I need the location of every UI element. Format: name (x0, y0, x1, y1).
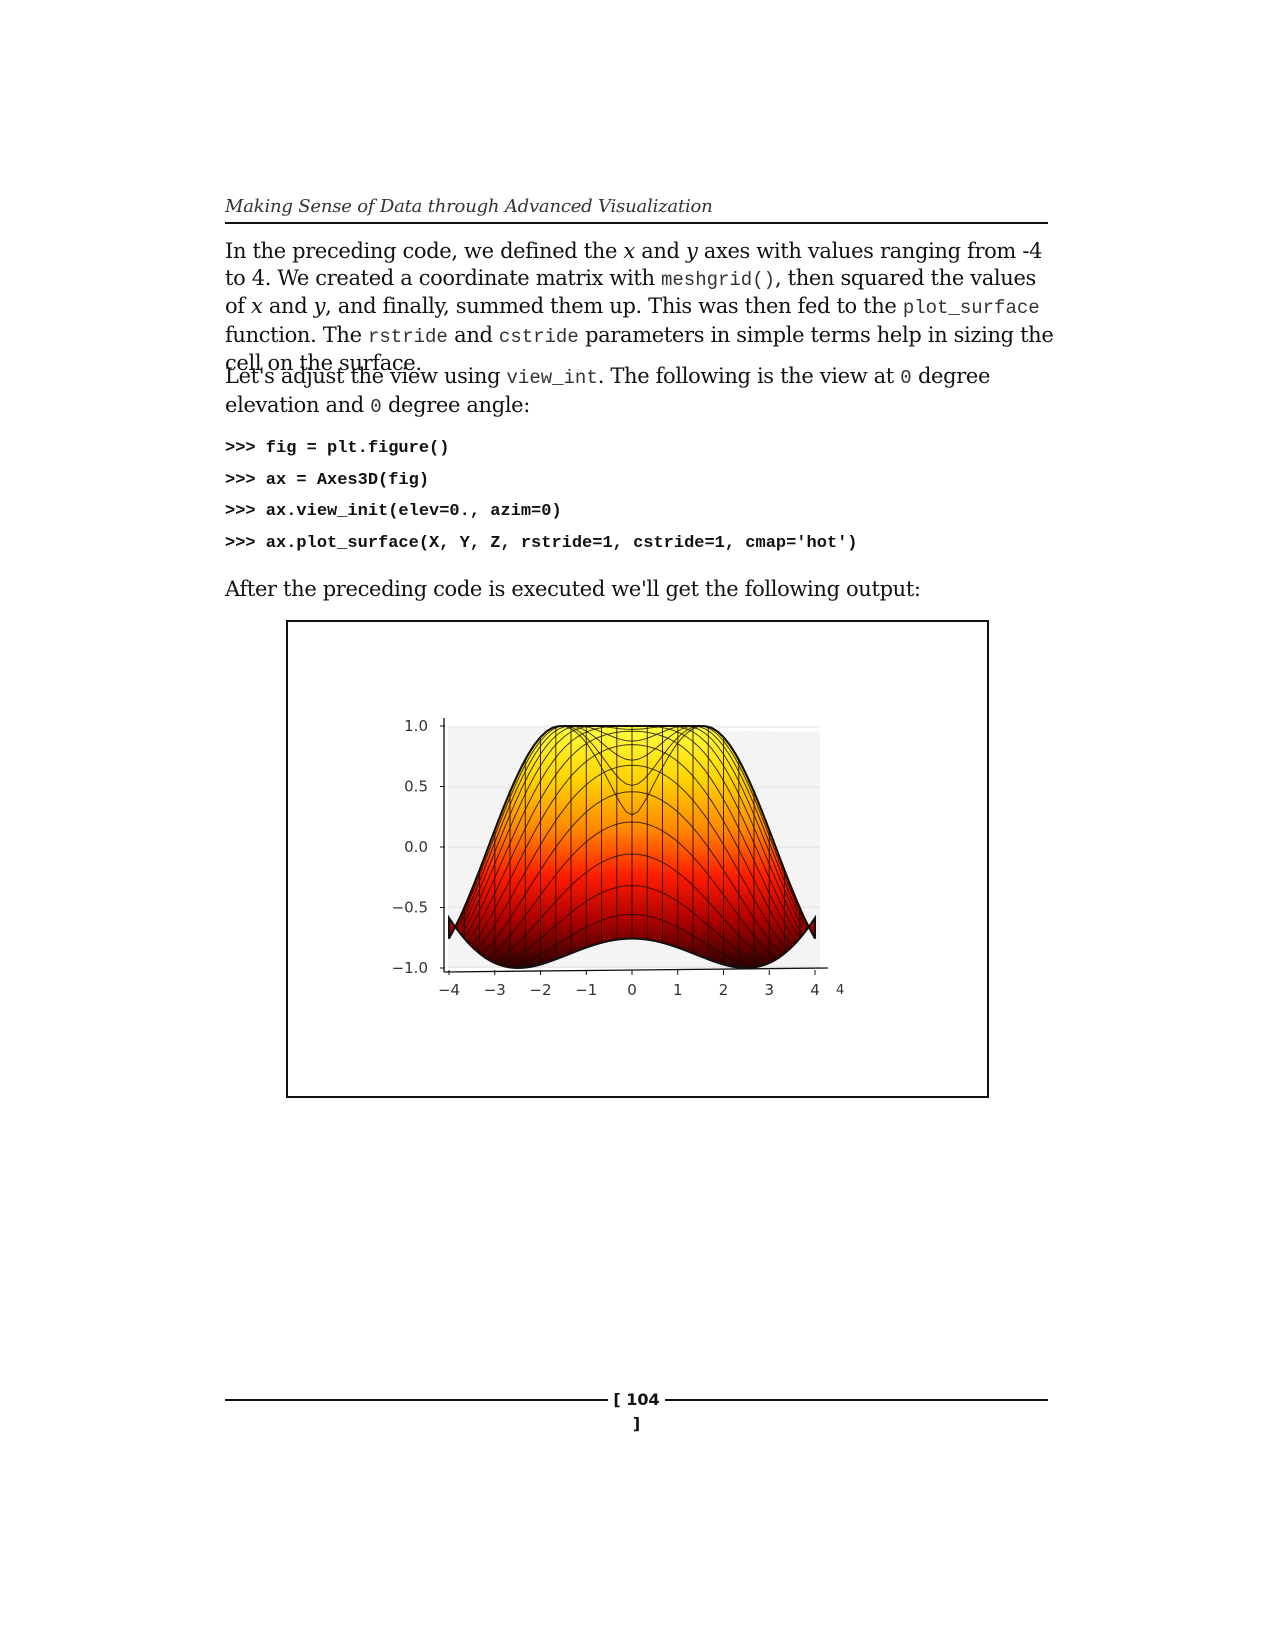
mesh-row-line (448, 853, 816, 963)
code-line: >>> fig = plt.figure() (225, 439, 450, 458)
footer-rule-left (225, 1399, 608, 1401)
inline-code-meshgrid: meshgrid() (660, 268, 776, 291)
code-line: >>> ax = Axes3D(fig) (225, 470, 430, 490)
y-tick-label: 0.5 (404, 778, 428, 796)
y-tick-label: 0.0 (404, 838, 428, 856)
mesh-row-line (448, 730, 816, 943)
x-tick-label: −2 (529, 981, 551, 999)
y-tick-label: −0.5 (392, 899, 428, 917)
code-block: >>> fig = plt.figure() >>> ax = Axes3D(f… (225, 433, 1055, 559)
surface-mesh (448, 725, 816, 970)
running-header: Making Sense of Data through Advanced Vi… (225, 196, 1048, 224)
paragraph-adjust-view: Let's adjust the view using view_int. Th… (225, 364, 991, 418)
surface-plot: 1.0 0.5 0.0 −0.5 −1.0 −4 −3 −2 −1 0 1 2 3 4 4 (392, 717, 845, 999)
mesh-row-line (448, 791, 816, 955)
x-tick-label: −4 (438, 981, 460, 999)
page-number: [ 104 ] (613, 1390, 660, 1433)
paragraph-preceding-code: In the preceding code, we defined the x … (225, 239, 1054, 375)
footer-rule-right (665, 1399, 1048, 1401)
code-line: >>> ax.plot_surface(X, Y, Z, rstride=1, … (225, 533, 858, 553)
paragraph-output-intro: After the preceding code is executed we'… (225, 577, 921, 601)
page-footer: [ 104 ] (225, 1388, 1048, 1433)
mesh-row-line (448, 821, 816, 959)
var-y: y (685, 239, 698, 263)
mesh-row-line (448, 913, 816, 968)
mesh-row-line (448, 725, 816, 939)
x-tick-label: 0 (627, 981, 637, 999)
surface-plot-figure: 1.0 0.5 0.0 −0.5 −1.0 −4 −3 −2 −1 0 1 2 3 4 4 (286, 620, 989, 1098)
inline-code-cstride: cstride (498, 325, 579, 348)
code-line: >>> ax.view_init(elev=0., azim=0) (225, 502, 562, 521)
y-tick-label: 1.0 (404, 717, 428, 735)
mesh-row-line (448, 725, 816, 939)
running-title: Making Sense of Data through Advanced Vi… (225, 196, 713, 217)
mesh-row-line (448, 744, 816, 945)
y-tick-label: −1.0 (392, 959, 428, 977)
inline-code-rstride: rstride (368, 325, 448, 348)
mesh-row-line (448, 725, 816, 939)
var-x: x (623, 239, 635, 263)
x-tick-label: −1 (575, 981, 597, 999)
x-tick-label: 2 (719, 981, 729, 999)
inline-code-plot-surface: plot_surface (902, 297, 1040, 319)
mesh-row-line (448, 725, 816, 939)
x-tick-label: −3 (484, 981, 506, 999)
inline-code-view-int: view_int (506, 367, 598, 389)
mesh-row-line (448, 885, 816, 965)
y-ticks: 1.0 0.5 0.0 −0.5 −1.0 (392, 717, 445, 977)
x-ticks: −4 −3 −2 −1 0 1 2 3 4 (438, 970, 820, 999)
mesh-row-line (448, 725, 816, 939)
mesh-row-line (448, 764, 816, 949)
mesh-row-line (448, 725, 816, 939)
corner-axis-label: 4 (836, 983, 844, 998)
x-axis-line (443, 967, 829, 973)
x-tick-label: 4 (810, 981, 820, 999)
x-tick-label: 1 (673, 981, 683, 999)
x-tick-label: 3 (764, 981, 774, 999)
